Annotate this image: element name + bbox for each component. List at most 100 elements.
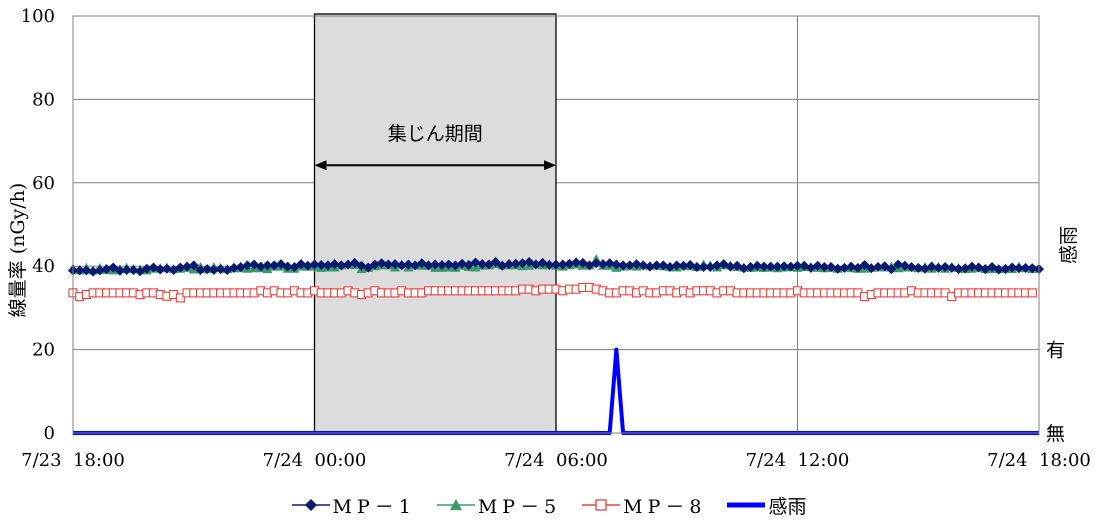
- point-diamond: [886, 264, 897, 275]
- point-diamond: [725, 261, 736, 272]
- point-diamond: [826, 262, 837, 273]
- point-diamond: [430, 259, 441, 270]
- point-diamond: [665, 262, 676, 273]
- point-diamond: [691, 262, 702, 273]
- point-square: [1027, 288, 1037, 298]
- legend-diamond-marker-icon: [291, 499, 330, 511]
- collection-period-box: [313, 13, 557, 434]
- point-diamond: [859, 259, 870, 270]
- rain-level-labels: 有無: [1046, 340, 1065, 445]
- point-diamond: [510, 258, 521, 269]
- point-diamond: [779, 261, 790, 272]
- point-diamond: [846, 261, 857, 272]
- point-diamond: [114, 265, 125, 276]
- legend-label-rain: 感雨: [768, 495, 807, 518]
- point-diamond: [504, 259, 515, 270]
- point-square: [175, 293, 185, 303]
- point-diamond: [819, 262, 830, 273]
- point-diamond: [390, 259, 400, 270]
- point-diamond: [497, 260, 508, 271]
- plot-border: [72, 15, 1040, 434]
- point-diamond: [128, 264, 139, 275]
- point-diamond: [644, 261, 655, 272]
- collection-period-annotation: 集じん期間: [314, 123, 556, 171]
- point-diamond: [188, 260, 199, 271]
- point-diamond: [953, 264, 964, 275]
- y-tick-label: 80: [32, 89, 55, 110]
- point-diamond: [839, 262, 850, 273]
- point-diamond: [926, 261, 937, 272]
- point-diamond: [356, 260, 367, 271]
- legend-label-mp5: MP－5: [477, 495, 562, 518]
- point-diamond: [141, 263, 152, 274]
- point-diamond: [631, 259, 642, 270]
- point-diamond: [74, 265, 85, 276]
- point-diamond: [906, 262, 917, 273]
- legend: MP－1 MP－5 MP－8 感雨: [0, 491, 1097, 519]
- point-diamond: [812, 260, 823, 271]
- rain-level-label: 有: [1046, 340, 1065, 362]
- point-diamond: [873, 262, 883, 273]
- point-diamond: [557, 259, 568, 270]
- point-diamond: [866, 263, 877, 274]
- point-diamond: [316, 259, 327, 270]
- point-diamond: [229, 262, 239, 273]
- series-0: [68, 257, 1044, 277]
- y-tick-label: 100: [21, 6, 55, 27]
- x-tick-label: 7/23 18:00: [21, 450, 125, 471]
- y-tick-label: 20: [32, 340, 55, 361]
- point-diamond: [175, 262, 186, 273]
- point-diamond: [940, 262, 951, 273]
- point-diamond: [182, 261, 193, 272]
- point-diamond: [785, 261, 796, 272]
- x-tick-label: 7/24 06:00: [504, 450, 608, 471]
- point-diamond: [208, 264, 219, 275]
- arrow-left-icon: [314, 160, 327, 171]
- x-tick-label: 7/24 12:00: [746, 450, 850, 471]
- point-diamond: [457, 258, 468, 269]
- point-diamond: [966, 261, 977, 272]
- point-diamond: [678, 260, 689, 271]
- point-diamond: [343, 259, 354, 270]
- y-tick-labels: 0 20 40 60 80 100: [21, 6, 55, 444]
- point-diamond: [1007, 262, 1018, 273]
- point-diamond: [651, 260, 662, 271]
- legend-label-mp8: MP－8: [623, 495, 707, 518]
- point-diamond: [1027, 263, 1038, 274]
- point-diamond: [913, 262, 924, 273]
- point-diamond: [973, 262, 984, 273]
- point-diamond: [450, 260, 461, 271]
- point-diamond: [752, 260, 763, 271]
- arrow-right-icon: [544, 160, 556, 171]
- rain-level-label: 無: [1046, 423, 1065, 445]
- chart-svg: 0 20 40 60 80 100 7/23 18:00 7/24 00:00 7/24 06…: [7, 6, 1091, 471]
- point-diamond: [960, 263, 971, 274]
- legend-thick-line-icon: [727, 502, 766, 508]
- legend-item-mp5: MP－5: [436, 492, 561, 519]
- point-diamond: [705, 262, 716, 273]
- point-diamond: [195, 264, 206, 275]
- point-diamond: [202, 264, 213, 275]
- point-diamond: [302, 260, 313, 271]
- point-diamond: [443, 259, 454, 270]
- point-diamond: [108, 262, 119, 273]
- point-diamond: [591, 258, 602, 269]
- point-diamond: [611, 259, 622, 270]
- y-tick-label: 60: [32, 173, 55, 194]
- point-diamond: [269, 260, 280, 271]
- point-diamond: [255, 261, 266, 272]
- legend-square-marker-icon: [582, 499, 621, 511]
- point-diamond: [671, 260, 682, 271]
- point-diamond: [490, 257, 501, 268]
- point-diamond: [477, 259, 488, 270]
- point-diamond: [893, 259, 904, 270]
- point-diamond: [1000, 264, 1011, 275]
- point-diamond: [296, 259, 307, 270]
- point-diamond: [517, 258, 528, 269]
- point-diamond: [564, 258, 575, 269]
- point-diamond: [618, 260, 629, 271]
- point-diamond: [282, 261, 293, 272]
- y2-axis-label: 感雨: [1058, 226, 1080, 264]
- point-diamond: [624, 260, 635, 271]
- point-diamond: [597, 259, 608, 270]
